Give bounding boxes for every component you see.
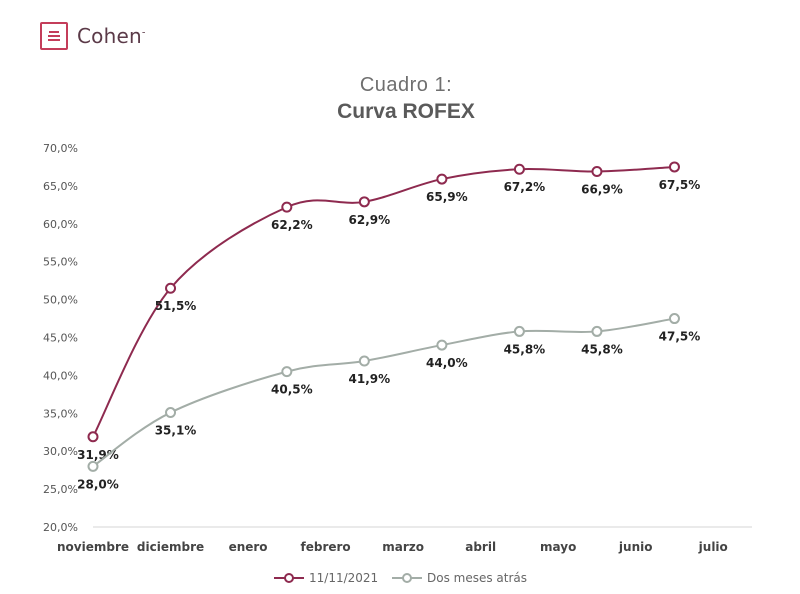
data-point (668, 161, 680, 173)
data-label: 62,9% (349, 213, 391, 227)
data-label: 67,5% (659, 178, 701, 192)
data-label: 44,0% (426, 356, 468, 370)
data-point (87, 460, 99, 472)
data-point (436, 339, 448, 351)
y-tick-label: 35,0% (43, 407, 78, 420)
data-point (513, 325, 525, 337)
data-point (165, 407, 177, 419)
y-tick-label: 60,0% (43, 218, 78, 231)
y-tick-label: 40,0% (43, 369, 78, 382)
chart-title: Cuadro 1: (359, 74, 453, 96)
data-point (436, 173, 448, 185)
chart-title-block: Cuadro 1: Curva ROFEX (0, 74, 800, 124)
chart-subtitle: Curva ROFEX (337, 100, 475, 123)
data-label: 40,5% (271, 383, 313, 397)
data-point (513, 163, 525, 175)
y-tick-label: 25,0% (43, 483, 78, 496)
data-point (281, 366, 293, 378)
x-tick-label: junio (618, 540, 653, 554)
data-point (591, 325, 603, 337)
legend-label-2: Dos meses atrás (427, 571, 527, 585)
data-label: 35,1% (155, 424, 197, 438)
x-tick-label: enero (229, 540, 268, 554)
y-tick-label: 65,0% (43, 180, 78, 193)
y-tick-label: 45,0% (43, 332, 78, 345)
x-tick-label: marzo (382, 540, 424, 554)
series-line-2 (92, 317, 675, 468)
legend-marker-2 (402, 573, 412, 583)
legend-label-1: 11/11/2021 (309, 571, 378, 585)
data-label: 28,0% (77, 477, 119, 491)
data-point (358, 196, 370, 208)
data-point (591, 165, 603, 177)
data-point (358, 355, 370, 367)
x-tick-label: julio (698, 540, 728, 554)
data-label: 51,5% (155, 299, 197, 313)
data-label: 31,9% (77, 448, 119, 462)
brand-name: Cohen- (77, 24, 146, 48)
data-label: 47,5% (659, 330, 701, 344)
x-tick-label: abril (465, 540, 496, 554)
data-label: 66,9% (581, 182, 623, 196)
x-tick-label: febrero (301, 540, 351, 554)
data-point (87, 431, 99, 443)
data-label: 45,8% (581, 342, 623, 356)
data-label: 62,2% (271, 218, 313, 232)
data-point (165, 282, 177, 294)
data-label: 45,8% (504, 342, 546, 356)
y-tick-label: 20,0% (43, 521, 78, 534)
y-tick-label: 30,0% (43, 445, 78, 458)
data-label: 41,9% (349, 372, 391, 386)
data-label: 65,9% (426, 190, 468, 204)
x-tick-label: mayo (540, 540, 576, 554)
y-tick-label: 70,0% (43, 142, 78, 155)
x-tick-label: noviembre (57, 540, 129, 554)
legend-marker-1 (284, 573, 294, 583)
y-tick-label: 55,0% (43, 256, 78, 269)
cohen-logo-icon (40, 22, 68, 50)
y-tick-label: 50,0% (43, 294, 78, 307)
data-point (668, 313, 680, 325)
x-tick-label: diciembre (137, 540, 204, 554)
data-label: 67,2% (504, 180, 546, 194)
brand-logo: Cohen- (40, 22, 146, 50)
data-point (281, 201, 293, 213)
